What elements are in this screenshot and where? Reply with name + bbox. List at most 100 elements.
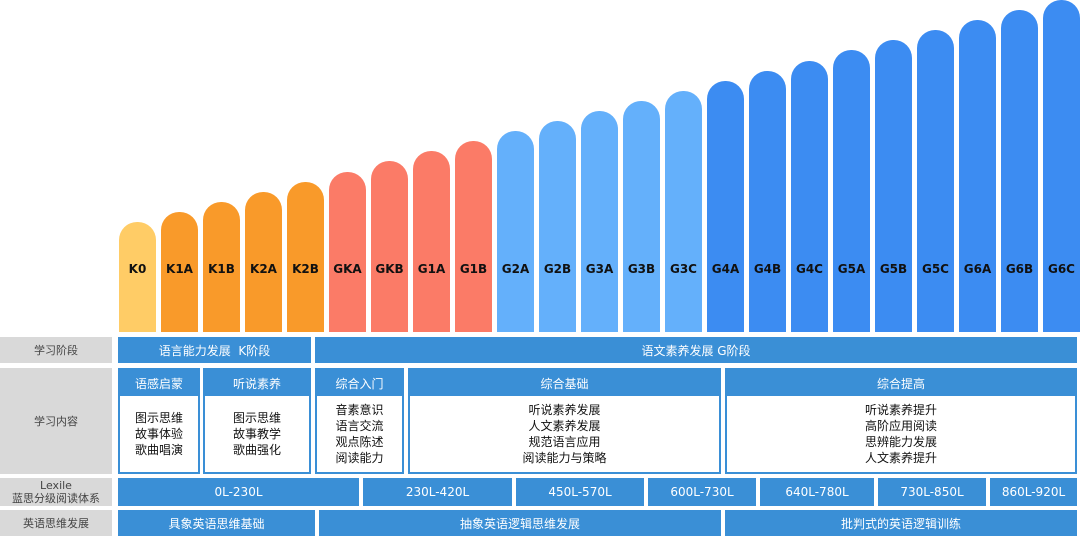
level-bar-label: G3B [627, 262, 656, 276]
lexile-cell: 600L-730L [648, 478, 756, 506]
level-bar-label: G3C [669, 262, 697, 276]
thinking-text: 抽象英语逻辑思维发展 [459, 516, 580, 531]
content-block-tingshuo: 听说素养 图示思维 故事教学 歌曲强化 [203, 368, 311, 474]
content-line: 图示思维 [134, 411, 183, 425]
level-bar-k1a: K1A [161, 212, 198, 332]
level-bar-g4b: G4B [749, 71, 786, 332]
content-line: 人文素养提升 [864, 451, 937, 465]
content-block-title: 综合提高 [727, 370, 1075, 396]
stage-g-cell: 语文素养发展 G阶段 [315, 337, 1077, 363]
level-bar-label: G4A [711, 262, 740, 276]
content-block-zonghe-tigao: 综合提高 听说素养提升 高阶应用阅读 思辨能力发展 人文素养提升 [725, 368, 1077, 474]
lexile-range: 640L-780L [785, 485, 849, 499]
level-bar-label: K2A [250, 262, 277, 276]
level-bar-k2b: K2B [287, 182, 324, 332]
level-bar-gkb: GKB [371, 161, 408, 332]
level-bars: K0 K1A K1B K2A K2B GKA GKB G1A G1B G2A G2B G3A G3B G3… [119, 0, 1080, 332]
level-bar-label: G5A [837, 262, 866, 276]
level-bar-g4c: G4C [791, 61, 828, 332]
level-bar-g1b: G1B [455, 141, 492, 332]
content-line: 阅读能力 [335, 451, 384, 465]
row-label-lexile-line2: 蓝思分级阅读体系 [12, 492, 100, 505]
level-bar-g5c: G5C [917, 30, 954, 332]
level-bar-g6c: G6C [1043, 0, 1080, 332]
content-line: 故事体验 [134, 427, 183, 441]
level-bar-label: G5B [879, 262, 908, 276]
level-bar-label: K1A [166, 262, 193, 276]
row-label-stage: 学习阶段 [0, 337, 112, 363]
content-block-title: 综合入门 [317, 370, 402, 396]
level-bar-label: G6C [1047, 262, 1075, 276]
content-block-body: 音素意识 语言交流 观点陈述 阅读能力 [317, 396, 402, 472]
lexile-range: 450L-570L [548, 485, 612, 499]
content-line: 听说素养发展 [528, 403, 601, 417]
content-block-zonghe-jichu: 综合基础 听说素养发展 人文素养发展 规范语言应用 阅读能力与策略 [408, 368, 721, 474]
lexile-cell: 230L-420L [363, 478, 512, 506]
content-line: 规范语言应用 [528, 435, 601, 449]
content-line: 语言交流 [335, 419, 384, 433]
lexile-cell: 640L-780L [760, 478, 874, 506]
row-label-stage-text: 学习阶段 [34, 343, 78, 357]
lexile-range: 730L-850L [900, 485, 964, 499]
level-bar-label: K1B [208, 262, 235, 276]
level-bar-g1a: G1A [413, 151, 450, 332]
content-block-yugan: 语感启蒙 图示思维 故事体验 歌曲唱演 [118, 368, 200, 474]
level-bar-label: G4C [795, 262, 823, 276]
thinking-text: 批判式的英语逻辑训练 [840, 516, 961, 531]
level-bar-g3b: G3B [623, 101, 660, 332]
content-block-title: 语感启蒙 [120, 370, 198, 396]
level-bar-g6a: G6A [959, 20, 996, 332]
row-label-lexile-line1: Lexile [40, 479, 72, 492]
content-line: 观点陈述 [335, 435, 384, 449]
content-line: 故事教学 [232, 427, 281, 441]
content-line: 人文素养发展 [528, 419, 601, 433]
lexile-cell: 860L-920L [990, 478, 1077, 506]
level-bar-label: G5C [921, 262, 949, 276]
level-bar-g5a: G5A [833, 50, 870, 332]
level-bar-label: G1B [459, 262, 488, 276]
level-bar-g4a: G4A [707, 81, 744, 332]
stage-k-text: 语言能力发展 K阶段 [158, 343, 271, 358]
level-bar-g5b: G5B [875, 40, 912, 332]
thinking-cell: 抽象英语逻辑思维发展 [319, 510, 721, 536]
row-label-lexile: Lexile 蓝思分级阅读体系 [0, 478, 112, 506]
thinking-cell: 批判式的英语逻辑训练 [725, 510, 1077, 536]
lexile-range: 230L-420L [405, 485, 470, 499]
content-line: 歌曲唱演 [134, 443, 183, 457]
content-line: 思辨能力发展 [864, 435, 937, 449]
lexile-cell: 450L-570L [516, 478, 644, 506]
lexile-range: 860L-920L [1001, 485, 1066, 499]
stage-g-text: 语文素养发展 G阶段 [641, 343, 751, 358]
row-label-thinking: 英语思维发展 [0, 510, 112, 536]
lexile-cell: 0L-230L [118, 478, 359, 506]
lexile-cell: 730L-850L [878, 478, 986, 506]
level-bar-k0: K0 [119, 222, 156, 332]
level-bar-label: G4B [753, 262, 782, 276]
thinking-cell: 具象英语思维基础 [118, 510, 315, 536]
content-block-body: 听说素养发展 人文素养发展 规范语言应用 阅读能力与策略 [410, 396, 719, 472]
level-bar-g3c: G3C [665, 91, 702, 332]
content-block-zonghe-rumen: 综合入门 音素意识 语言交流 观点陈述 阅读能力 [315, 368, 404, 474]
level-bar-g3a: G3A [581, 111, 618, 332]
lexile-range: 0L-230L [214, 485, 263, 499]
content-block-title: 综合基础 [410, 370, 719, 396]
level-bar-label: G3A [585, 262, 614, 276]
lexile-range: 600L-730L [670, 485, 734, 499]
level-bar-label: G2B [543, 262, 572, 276]
row-label-content: 学习内容 [0, 368, 112, 474]
content-line: 听说素养提升 [864, 403, 937, 417]
stage-k-cell: 语言能力发展 K阶段 [118, 337, 311, 363]
level-bar-label: G1A [417, 262, 446, 276]
row-label-thinking-text: 英语思维发展 [23, 516, 89, 530]
content-line: 歌曲强化 [232, 443, 281, 457]
content-line: 图示思维 [232, 411, 281, 425]
level-bar-k1b: K1B [203, 202, 240, 332]
content-block-body: 图示思维 故事教学 歌曲强化 [205, 396, 309, 472]
level-bar-g2b: G2B [539, 121, 576, 332]
level-bar-gka: GKA [329, 172, 366, 332]
level-bar-g2a: G2A [497, 131, 534, 332]
thinking-text: 具象英语思维基础 [168, 516, 265, 531]
row-label-content-text: 学习内容 [34, 414, 78, 428]
level-bar-k2a: K2A [245, 192, 282, 332]
content-line: 音素意识 [335, 403, 384, 417]
